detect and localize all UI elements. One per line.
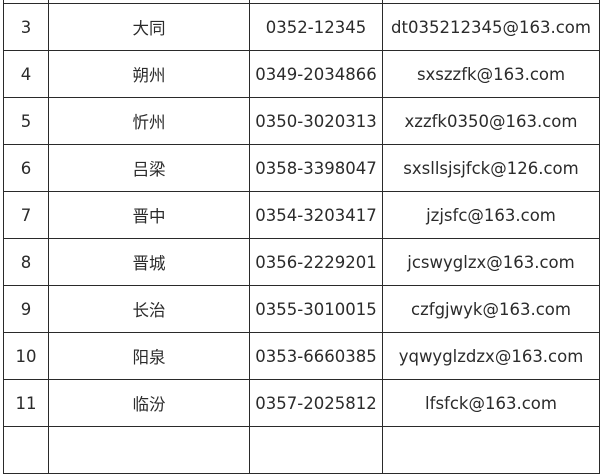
email-cell: dt035212345@163.com (382, 3, 600, 51)
row-number: 4 (3, 50, 49, 98)
phone-cell: 0353-6660385 (249, 332, 383, 380)
city-cell: 临汾 (48, 379, 250, 427)
city-cell: 大同 (48, 3, 250, 51)
email-cell: lfsfck@163.com (382, 379, 600, 427)
phone-cell: 0349-2034866 (249, 50, 383, 98)
email-cell: jzjsfc@163.com (382, 191, 600, 239)
phone-cell: 0350-3020313 (249, 97, 383, 145)
table-row: 9 长治 0355-3010015 czfgjwyk@163.com (3, 285, 600, 333)
row-number: 7 (3, 191, 49, 239)
city-cell: 阳泉 (48, 332, 250, 380)
row-number (3, 426, 49, 474)
phone-cell (249, 426, 383, 474)
city-cell: 朔州 (48, 50, 250, 98)
table-row: 8 晋城 0356-2229201 jcswyglzx@163.com (3, 238, 600, 286)
phone-cell: 0356-2229201 (249, 238, 383, 286)
phone-cell: 0358-3398047 (249, 144, 383, 192)
row-number: 8 (3, 238, 49, 286)
city-cell: 吕梁 (48, 144, 250, 192)
row-number: 10 (3, 332, 49, 380)
table-row: 6 吕梁 0358-3398047 sxsllsjsjfck@126.com (3, 144, 600, 192)
table-row (3, 426, 600, 474)
row-number: 5 (3, 97, 49, 145)
table-row: 10 阳泉 0353-6660385 yqwyglzdzx@163.com (3, 332, 600, 380)
row-number: 9 (3, 285, 49, 333)
city-cell: 长治 (48, 285, 250, 333)
email-cell (382, 426, 600, 474)
email-cell: sxszzfk@163.com (382, 50, 600, 98)
email-cell: xzzfk0350@163.com (382, 97, 600, 145)
table-row: 3 大同 0352-12345 dt035212345@163.com (3, 3, 600, 51)
phone-cell: 0355-3010015 (249, 285, 383, 333)
email-cell: jcswyglzx@163.com (382, 238, 600, 286)
table-row: 7 晋中 0354-3203417 jzjsfc@163.com (3, 191, 600, 239)
city-cell (48, 426, 250, 474)
city-cell: 晋中 (48, 191, 250, 239)
row-number: 3 (3, 3, 49, 51)
table-row: 11 临汾 0357-2025812 lfsfck@163.com (3, 379, 600, 427)
phone-cell: 0352-12345 (249, 3, 383, 51)
contact-table: 3 大同 0352-12345 dt035212345@163.com 4 朔州 0349-… (3, 0, 600, 474)
row-number: 6 (3, 144, 49, 192)
table-row: 5 忻州 0350-3020313 xzzfk0350@163.com (3, 97, 600, 145)
city-cell: 晋城 (48, 238, 250, 286)
email-cell: sxsllsjsjfck@126.com (382, 144, 600, 192)
email-cell: czfgjwyk@163.com (382, 285, 600, 333)
row-number: 11 (3, 379, 49, 427)
table-row: 4 朔州 0349-2034866 sxszzfk@163.com (3, 50, 600, 98)
phone-cell: 0354-3203417 (249, 191, 383, 239)
city-cell: 忻州 (48, 97, 250, 145)
phone-cell: 0357-2025812 (249, 379, 383, 427)
email-cell: yqwyglzdzx@163.com (382, 332, 600, 380)
